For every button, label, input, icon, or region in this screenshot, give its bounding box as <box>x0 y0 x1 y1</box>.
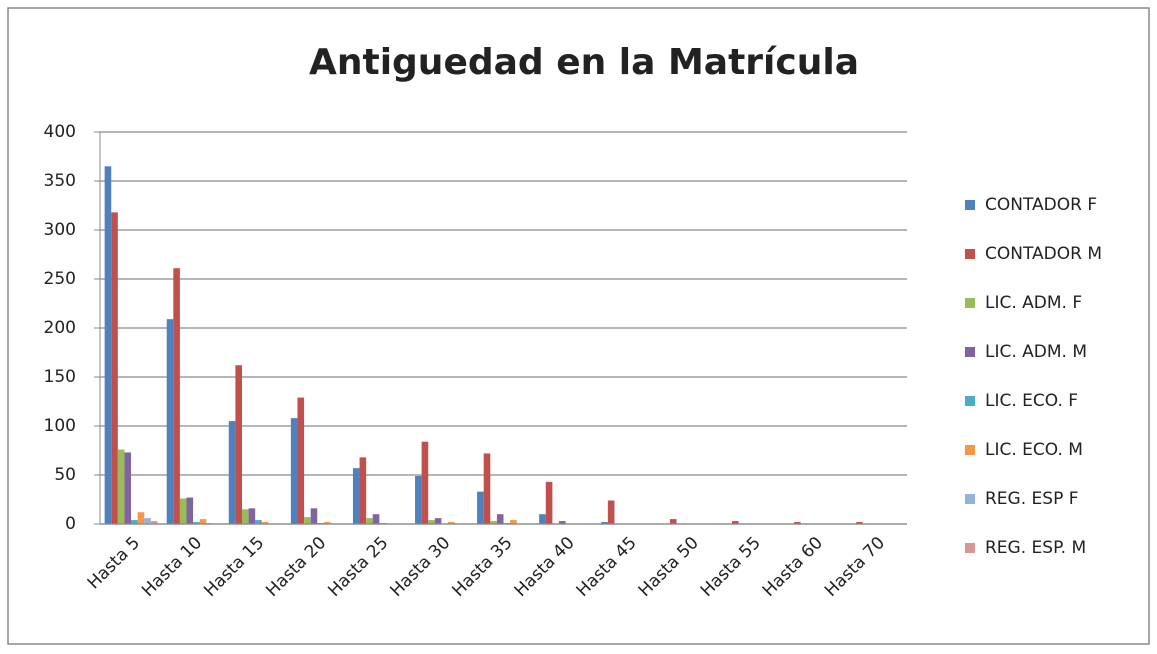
bar <box>261 522 269 524</box>
bar <box>304 517 311 524</box>
legend-swatch <box>965 445 975 455</box>
bar <box>601 522 608 524</box>
legend-label: LIC. ECO. M <box>985 440 1083 460</box>
legend-swatch <box>965 200 975 210</box>
y-tick-label: 200 <box>44 318 76 338</box>
bar <box>415 475 422 524</box>
bar <box>856 522 863 524</box>
bar <box>428 520 435 524</box>
bar <box>477 491 484 524</box>
bar <box>310 508 318 524</box>
bar <box>545 481 553 524</box>
bar <box>490 521 497 524</box>
y-tick-label: 400 <box>44 122 76 142</box>
bar <box>483 453 491 524</box>
bar <box>228 421 236 524</box>
bar <box>235 365 242 524</box>
legend-swatch <box>965 396 975 406</box>
legend-swatch <box>965 249 975 259</box>
bar <box>104 166 112 525</box>
bar <box>732 521 739 524</box>
legend-swatch <box>965 543 975 553</box>
bar <box>111 212 118 525</box>
bar <box>248 508 256 524</box>
bar <box>421 441 429 524</box>
bar <box>150 521 158 524</box>
bar <box>290 418 298 524</box>
bar <box>186 497 194 524</box>
legend-swatch <box>965 494 975 504</box>
bar <box>510 520 517 524</box>
bar <box>241 509 249 524</box>
legend-label: LIC. ADM. F <box>985 293 1082 313</box>
bar <box>297 397 305 524</box>
bar <box>199 519 207 524</box>
bar <box>434 518 442 524</box>
bar <box>144 518 151 524</box>
y-tick-label: 50 <box>54 465 76 485</box>
bar <box>193 522 200 524</box>
y-tick-label: 300 <box>44 220 76 240</box>
legend-label: LIC. ECO. F <box>985 391 1078 411</box>
legend-label: LIC. ADM. M <box>985 342 1087 362</box>
bar <box>558 521 566 524</box>
bar <box>372 514 380 524</box>
bar <box>352 468 360 524</box>
y-tick-label: 350 <box>44 171 76 191</box>
y-tick-label: 150 <box>44 367 76 387</box>
bar <box>669 519 677 524</box>
bar <box>448 522 455 524</box>
bar <box>366 518 373 524</box>
legend-label: CONTADOR F <box>985 195 1097 215</box>
y-tick-label: 250 <box>44 269 76 289</box>
bar <box>794 522 801 524</box>
bar <box>496 514 504 524</box>
bar <box>137 512 145 524</box>
y-tick-label: 100 <box>44 416 76 436</box>
bar <box>166 319 174 524</box>
bar <box>117 449 125 524</box>
bar <box>607 500 615 524</box>
bar <box>173 268 180 524</box>
legend-label: REG. ESP. M <box>985 538 1086 558</box>
chart-title: Antiguedad en la Matrícula <box>309 42 859 83</box>
bar <box>124 452 132 524</box>
bar <box>179 498 187 524</box>
bar <box>131 520 138 524</box>
legend-swatch <box>965 298 975 308</box>
legend-label: CONTADOR M <box>985 244 1102 264</box>
bar <box>539 514 546 524</box>
legend-swatch <box>965 347 975 357</box>
bar <box>359 457 367 524</box>
bar <box>323 522 331 524</box>
chart-border <box>7 7 1150 645</box>
bar <box>255 520 262 524</box>
y-tick-label: 0 <box>65 514 76 534</box>
legend-label: REG. ESP F <box>985 489 1079 509</box>
